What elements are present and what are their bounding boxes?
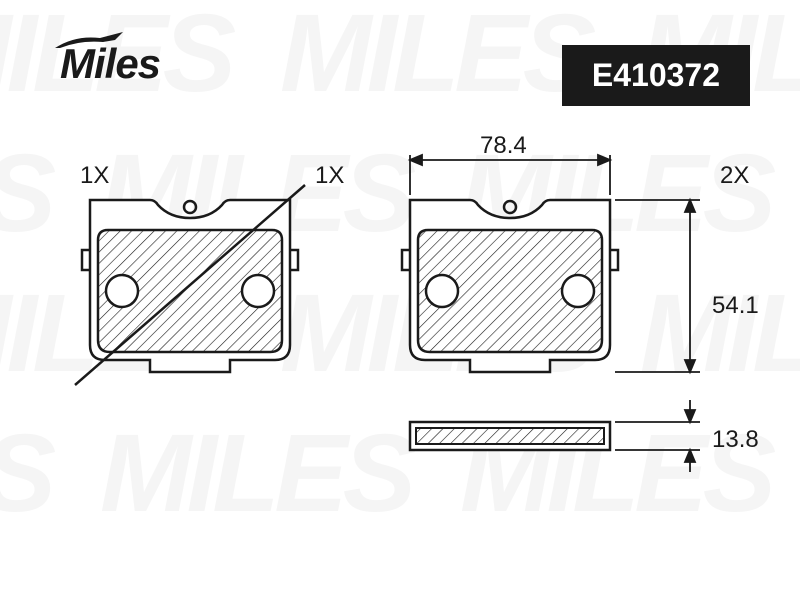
dim-width <box>410 155 610 195</box>
dim-height <box>615 200 700 372</box>
content-layer: Miles E410372 1X 1X 2X 78.4 54.1 13.8 <box>0 0 800 600</box>
technical-diagram <box>0 0 800 600</box>
side-view-drawing <box>410 422 610 450</box>
dim-thickness <box>615 400 700 472</box>
left-pad-drawing <box>75 185 305 385</box>
right-pad-drawing <box>402 200 618 372</box>
